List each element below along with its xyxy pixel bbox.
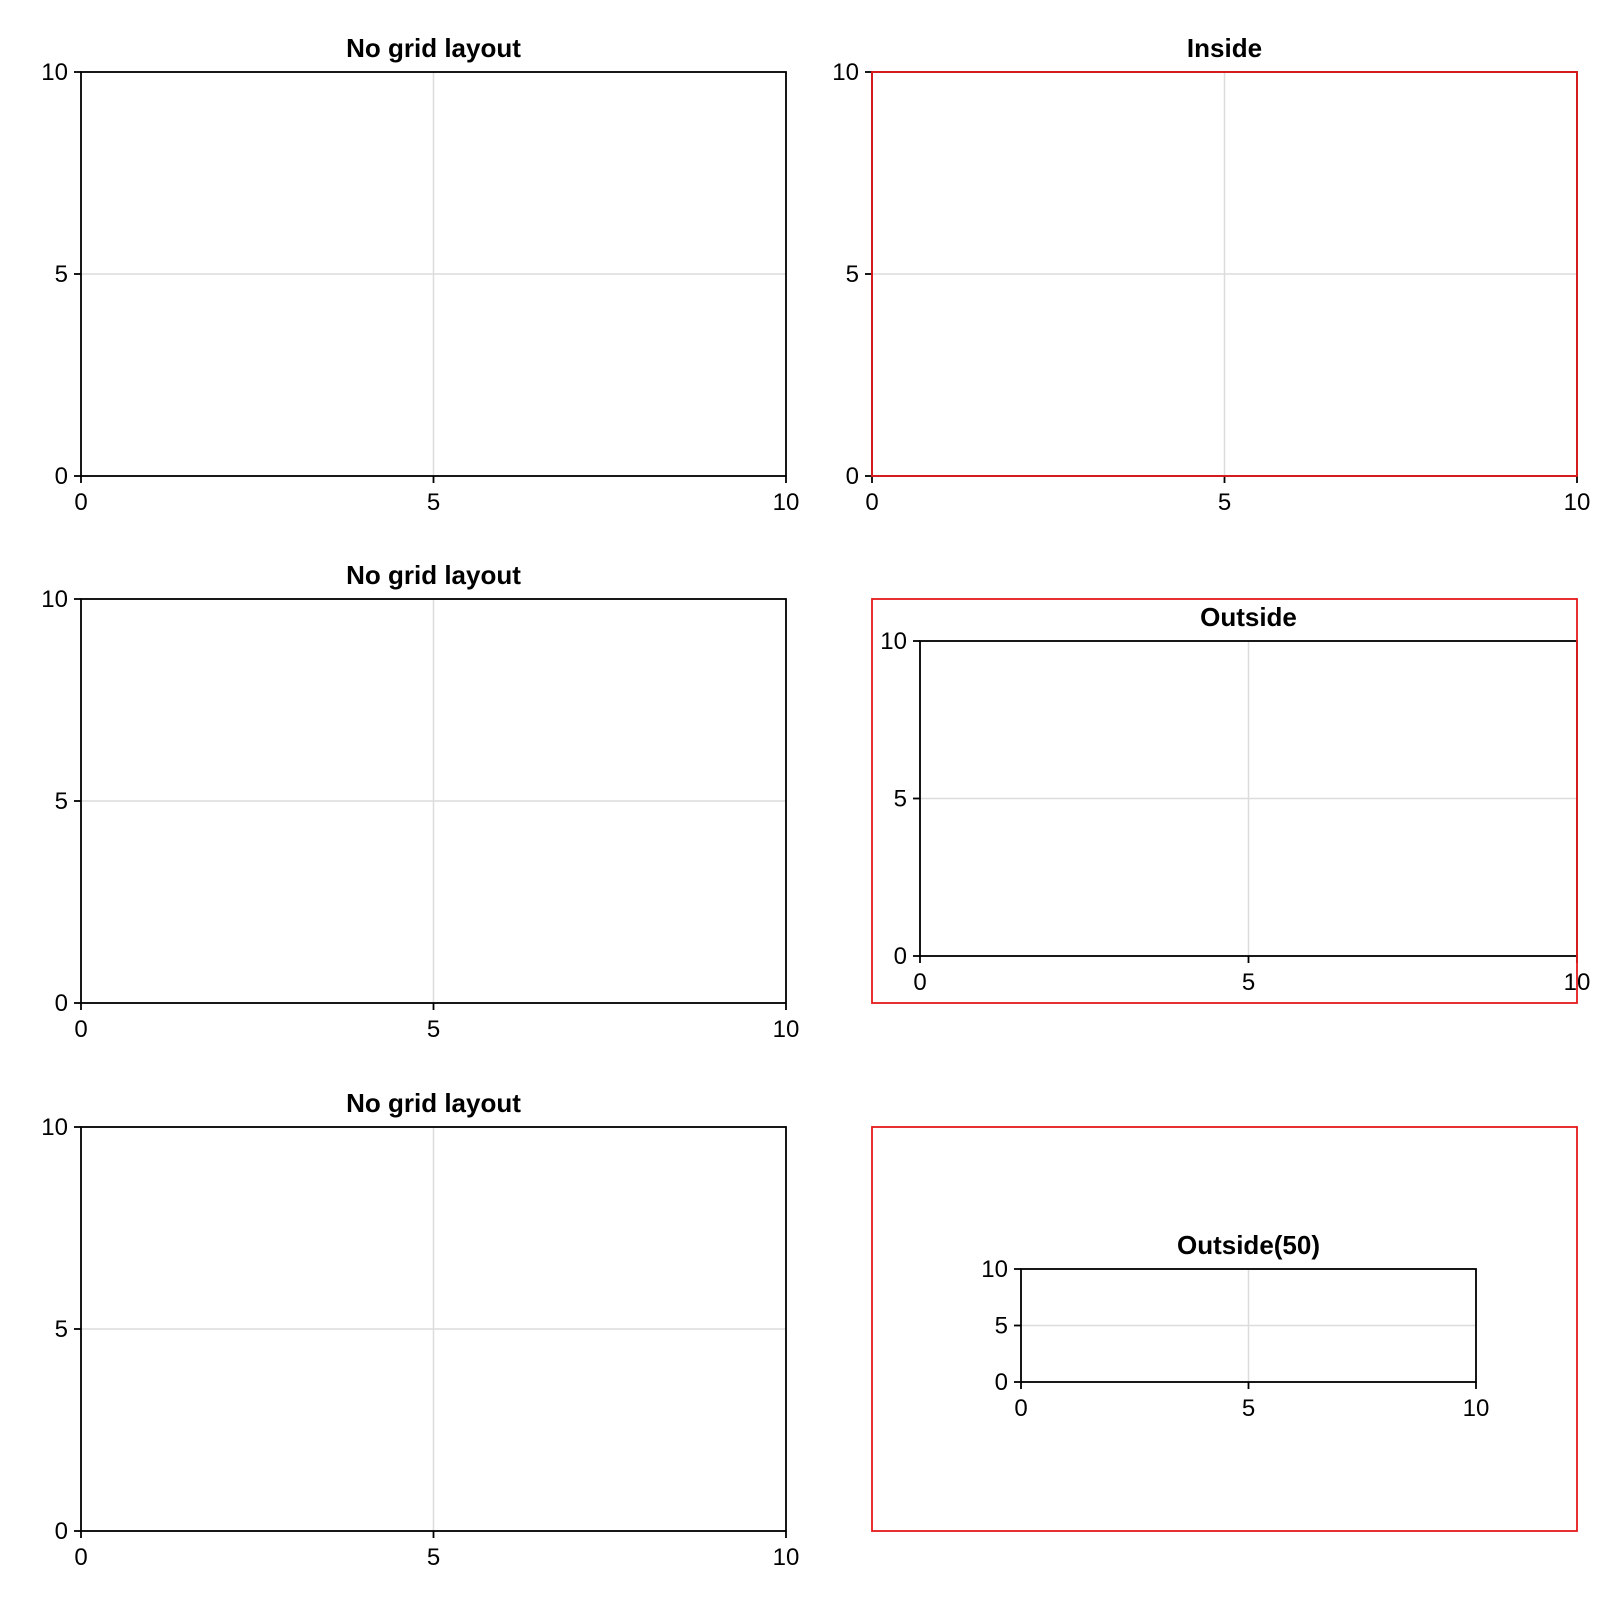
layout-bbox-outline bbox=[871, 1126, 1578, 1532]
layout-bbox-outline bbox=[871, 71, 1578, 477]
y-tick-label: 10 bbox=[880, 628, 907, 655]
y-tick-label: 10 bbox=[41, 586, 68, 613]
y-tick-label: 5 bbox=[55, 788, 68, 815]
x-tick-label: 0 bbox=[913, 969, 926, 996]
y-tick-label: 0 bbox=[894, 943, 907, 970]
x-tick-label: 10 bbox=[1463, 1395, 1490, 1422]
x-tick-label: 10 bbox=[773, 1544, 800, 1571]
chart-title: No grid layout bbox=[346, 1088, 521, 1118]
x-tick-label: 5 bbox=[1242, 1395, 1255, 1422]
x-tick-label: 0 bbox=[1014, 1395, 1027, 1422]
y-tick-label: 0 bbox=[55, 990, 68, 1017]
chart-title: Outside bbox=[1200, 602, 1297, 632]
x-tick-label: 10 bbox=[1564, 489, 1591, 516]
chart-title: Inside bbox=[1187, 33, 1262, 63]
x-tick-label: 0 bbox=[865, 489, 878, 516]
x-tick-label: 0 bbox=[74, 489, 87, 516]
x-tick-label: 5 bbox=[1242, 969, 1255, 996]
chart-panel-3: 0 5 10 0 5 10 No grid layout bbox=[41, 560, 799, 1043]
x-tick-label: 5 bbox=[427, 1544, 440, 1571]
chart-title: Outside(50) bbox=[1177, 1230, 1320, 1260]
y-tick-label: 5 bbox=[995, 1313, 1008, 1340]
y-tick-label: 5 bbox=[846, 261, 859, 288]
x-tick-label: 10 bbox=[773, 1016, 800, 1043]
chart-panel-5: 0 5 10 0 5 10 No grid layout bbox=[41, 1088, 799, 1571]
chart-panel-1: 0 5 10 0 5 10 No grid layout bbox=[41, 33, 799, 516]
x-tick-label: 5 bbox=[427, 489, 440, 516]
y-tick-label: 5 bbox=[55, 261, 68, 288]
y-tick-label: 10 bbox=[981, 1256, 1008, 1283]
y-tick-label: 5 bbox=[55, 1316, 68, 1343]
y-tick-label: 10 bbox=[832, 59, 859, 86]
y-tick-label: 0 bbox=[55, 1518, 68, 1545]
y-tick-label: 5 bbox=[894, 786, 907, 813]
x-tick-label: 0 bbox=[74, 1544, 87, 1571]
chart-panel-6: 0 5 10 0 5 10 Outside(50) bbox=[871, 1126, 1578, 1532]
y-tick-label: 0 bbox=[995, 1369, 1008, 1396]
chart-title: No grid layout bbox=[346, 33, 521, 63]
y-tick-label: 10 bbox=[41, 1114, 68, 1141]
chart-panel-2: 0 5 10 0 5 10 Inside bbox=[832, 33, 1590, 516]
chart-title: No grid layout bbox=[346, 560, 521, 590]
x-tick-label: 5 bbox=[427, 1016, 440, 1043]
y-tick-label: 0 bbox=[846, 463, 859, 490]
y-tick-label: 10 bbox=[41, 59, 68, 86]
x-tick-label: 10 bbox=[773, 489, 800, 516]
y-tick-label: 0 bbox=[55, 463, 68, 490]
x-tick-label: 5 bbox=[1218, 489, 1231, 516]
layout-bbox-outline bbox=[871, 598, 1578, 1004]
x-tick-label: 0 bbox=[74, 1016, 87, 1043]
